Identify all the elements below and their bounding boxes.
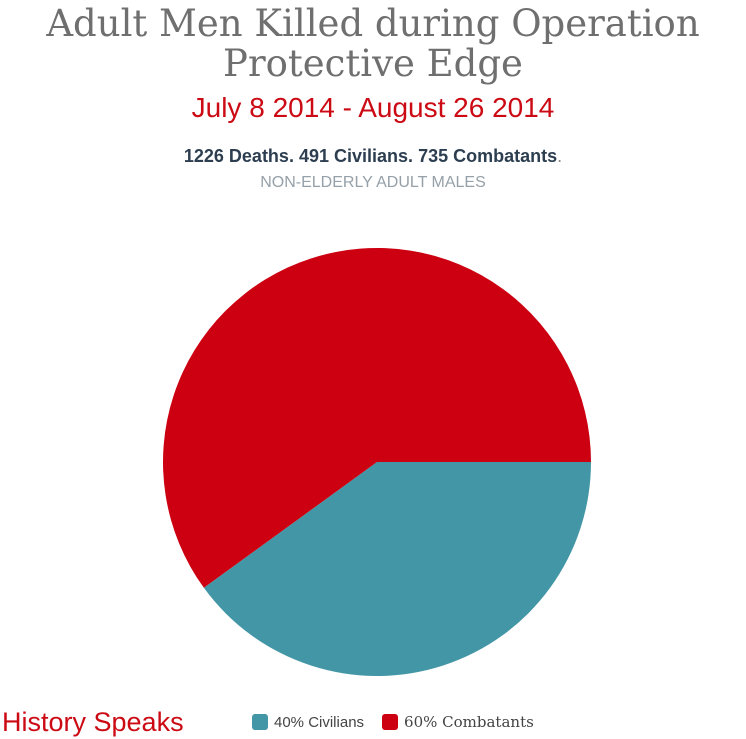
chart-title-line-1: Adult Men Killed during Operation <box>46 2 700 45</box>
stats-combatants: 735 Combatants <box>418 146 558 166</box>
pie-slice-civilians[interactable] <box>203 462 591 676</box>
stats-trailing-period: . <box>557 146 563 166</box>
pie-slice-combatants[interactable] <box>163 248 591 588</box>
chart-title: Adult Men Killed during Operation Protec… <box>0 4 746 84</box>
stats-civilians: 491 Civilians. <box>298 146 414 166</box>
chart-caption: NON-ELDERLY ADULT MALES <box>260 174 486 191</box>
chart-title-line-2: Protective Edge <box>223 42 523 85</box>
legend: 40% Civilians 60% Combatants <box>252 711 552 733</box>
stats-deaths: 1226 Deaths. <box>183 146 294 166</box>
chart-subtitle: July 8 2014 - August 26 2014 <box>191 92 555 123</box>
brand-text: History Speaks <box>2 707 184 737</box>
legend-item-combatants[interactable]: 60% Combatants <box>382 713 534 731</box>
legend-swatch-civilians <box>252 714 268 730</box>
legend-label-civilians: 40% Civilians <box>274 713 365 731</box>
legend-item-civilians[interactable]: 40% Civilians <box>252 714 364 731</box>
stats-line: 1226 Deaths. 491 Civilians. 735 Combatan… <box>0 145 746 167</box>
legend-swatch-combatants <box>382 714 399 730</box>
legend-label-combatants: 60% Combatants <box>404 713 534 731</box>
